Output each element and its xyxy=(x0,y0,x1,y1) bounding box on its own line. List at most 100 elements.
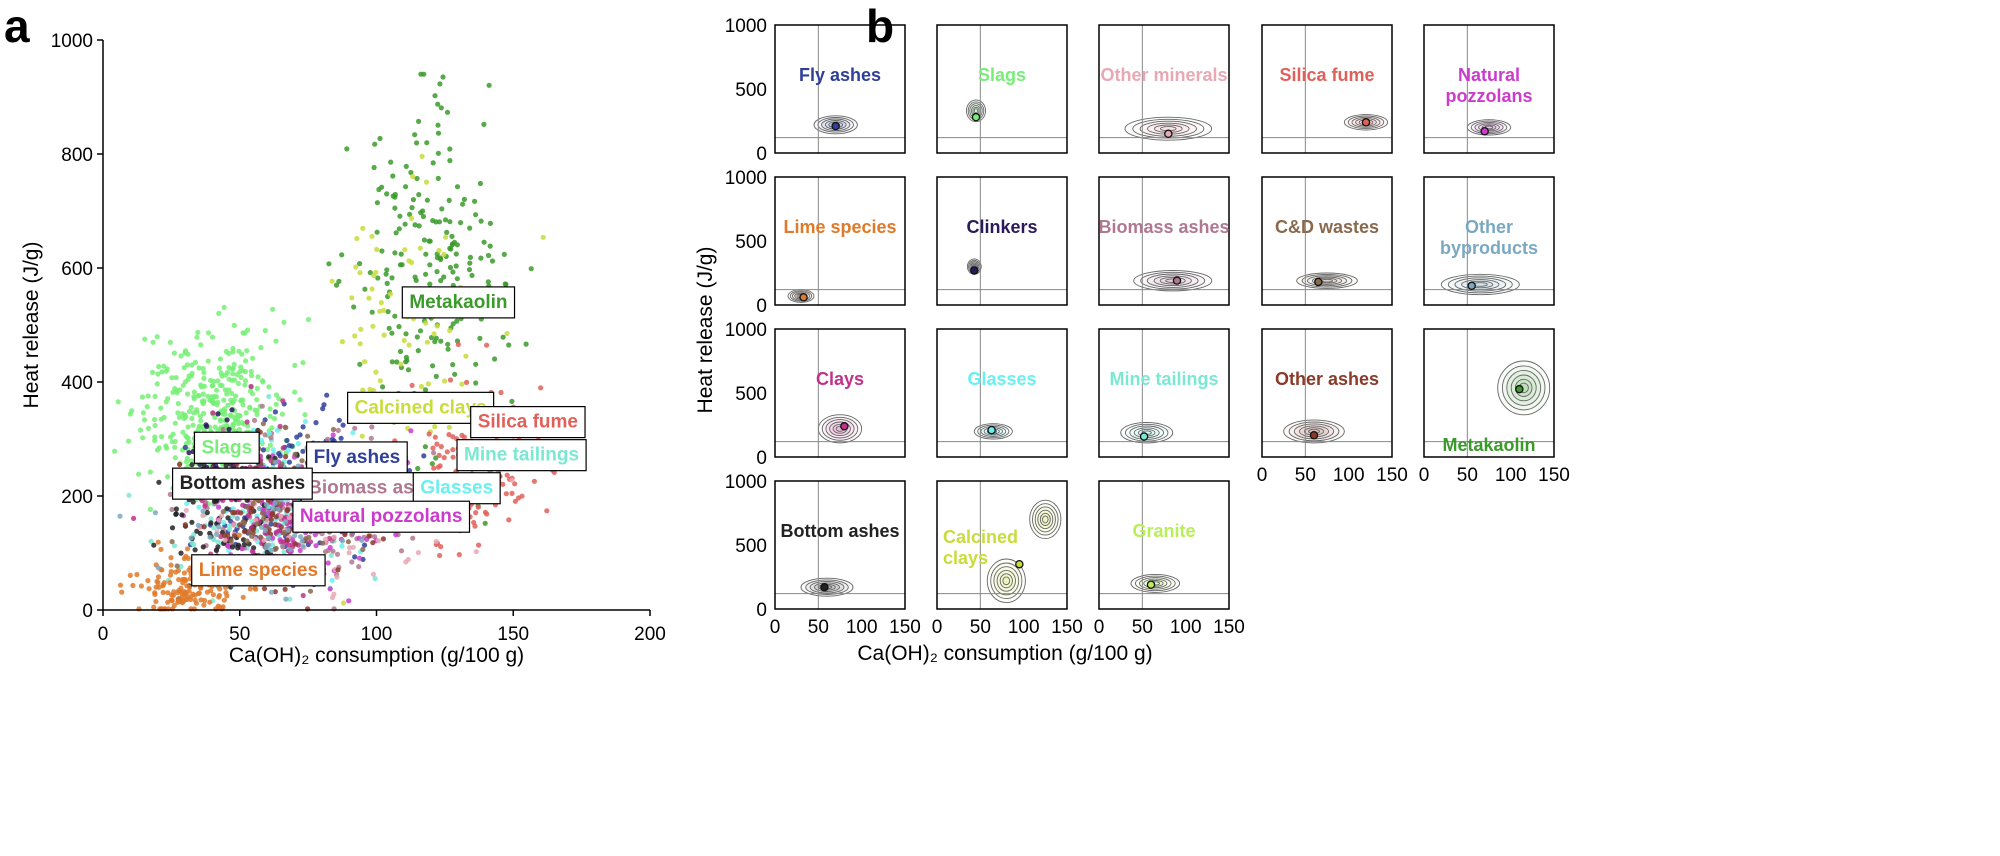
data-point xyxy=(250,355,256,361)
data-point xyxy=(329,577,335,584)
data-point xyxy=(260,447,266,453)
data-point xyxy=(225,369,231,376)
data-point xyxy=(366,533,372,539)
data-point xyxy=(256,505,262,512)
data-point xyxy=(292,362,298,368)
data-point xyxy=(250,526,257,532)
data-point xyxy=(167,339,173,345)
subplot-title-line: Slags xyxy=(978,65,1026,85)
data-point xyxy=(435,464,441,470)
data-point xyxy=(357,270,363,276)
data-point xyxy=(366,295,372,301)
data-point xyxy=(201,410,207,416)
series-label-text: Lime species xyxy=(199,560,318,581)
data-point xyxy=(169,598,175,604)
data-point xyxy=(509,398,515,404)
data-point xyxy=(127,572,133,579)
data-point xyxy=(258,534,264,540)
data-point xyxy=(458,220,464,226)
data-point xyxy=(506,342,512,348)
data-point xyxy=(159,369,165,375)
data-point xyxy=(286,542,292,548)
data-point xyxy=(448,246,454,252)
panel-a-letter: a xyxy=(4,0,30,52)
data-point xyxy=(431,331,437,337)
data-point xyxy=(200,391,206,397)
data-point xyxy=(225,402,231,408)
data-point xyxy=(247,405,253,411)
data-point xyxy=(238,364,244,370)
data-point xyxy=(381,332,387,338)
data-point xyxy=(360,387,366,393)
data-point xyxy=(346,598,352,604)
data-point xyxy=(272,459,279,465)
data-point xyxy=(454,184,461,190)
data-point xyxy=(472,198,478,204)
data-point xyxy=(182,576,188,583)
data-point xyxy=(140,435,146,441)
y-tick-label: 1000 xyxy=(725,16,767,37)
data-point xyxy=(369,424,375,430)
data-point xyxy=(394,359,400,365)
mean-marker xyxy=(1515,384,1524,394)
data-point xyxy=(486,82,492,88)
data-point xyxy=(277,513,283,520)
data-point xyxy=(437,81,443,87)
data-point xyxy=(172,420,178,426)
x-tick-label: 100 xyxy=(1333,465,1365,486)
data-point xyxy=(261,537,267,543)
data-point xyxy=(523,341,529,347)
data-point xyxy=(175,401,181,407)
data-point xyxy=(299,458,305,464)
data-point xyxy=(181,365,187,371)
x-tick-label: 50 xyxy=(808,617,829,638)
mean-marker xyxy=(1139,432,1149,441)
series-label-silica-fume: Silica fume xyxy=(470,406,586,439)
data-point xyxy=(430,218,436,224)
data-point xyxy=(184,455,190,461)
data-point xyxy=(145,578,151,584)
series-label-box xyxy=(470,406,586,439)
series-label-glasses: Glasses xyxy=(412,472,501,505)
data-point xyxy=(445,346,451,352)
subplot-silica-fume: Silica fume xyxy=(1261,24,1393,154)
x-tick-label: 150 xyxy=(1376,465,1408,486)
data-point xyxy=(216,365,222,371)
data-point xyxy=(220,604,226,610)
data-point xyxy=(267,442,273,448)
data-point xyxy=(173,375,179,381)
data-point xyxy=(210,382,216,389)
subplot-contours xyxy=(817,414,863,444)
data-point xyxy=(453,251,459,257)
data-point xyxy=(313,420,319,426)
data-point xyxy=(437,552,443,559)
subplot-title-line: Granite xyxy=(1132,521,1195,541)
data-point xyxy=(435,130,442,136)
y-tick-label: 500 xyxy=(735,536,767,557)
data-point xyxy=(353,264,359,270)
data-point xyxy=(264,446,271,453)
data-point xyxy=(432,424,438,430)
data-point xyxy=(475,504,481,510)
data-point xyxy=(249,533,255,539)
data-point xyxy=(207,397,213,403)
data-point xyxy=(424,339,430,345)
series-label-text: Slags xyxy=(201,437,252,458)
subplot-fly-ashes: Fly ashes 0 500 1000 xyxy=(725,16,906,165)
data-point xyxy=(163,399,169,405)
data-point xyxy=(359,433,365,439)
data-point xyxy=(220,509,226,515)
data-point xyxy=(219,513,225,519)
x-tick-label: 0 xyxy=(98,624,109,645)
data-point xyxy=(427,281,433,287)
subplot-frame xyxy=(1423,24,1555,154)
data-point xyxy=(473,549,479,555)
data-point xyxy=(389,275,395,281)
data-point xyxy=(272,409,278,415)
data-point xyxy=(280,398,286,404)
data-point xyxy=(434,269,440,275)
data-point xyxy=(208,588,214,594)
data-point xyxy=(447,146,453,152)
data-point xyxy=(320,540,326,546)
data-point xyxy=(351,304,357,310)
